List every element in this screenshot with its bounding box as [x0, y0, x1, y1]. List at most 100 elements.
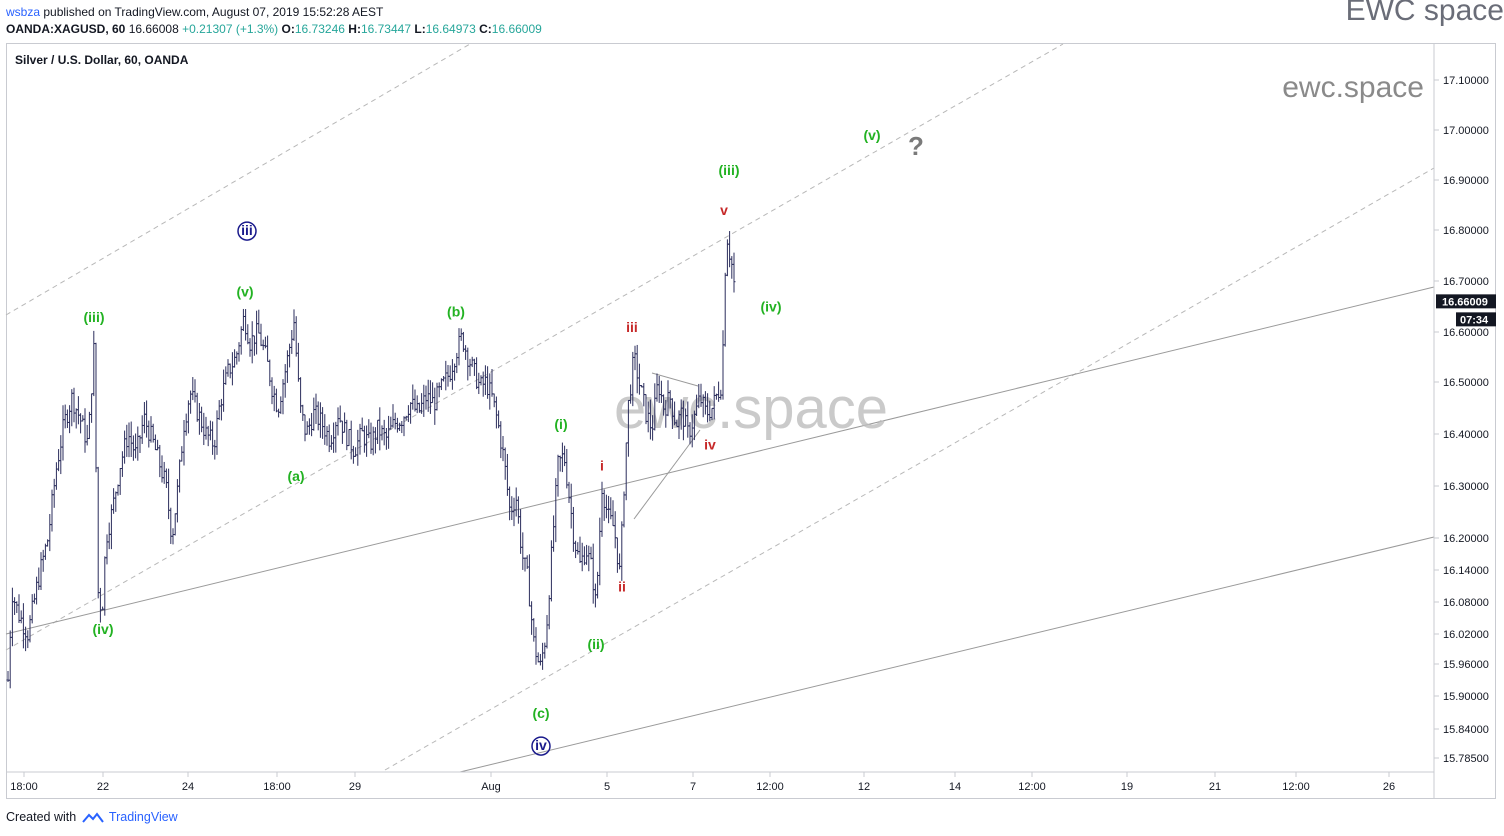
wave-text-17: (v) [863, 127, 880, 143]
candle-275 [611, 500, 615, 527]
candle-200 [446, 364, 450, 387]
candle-36 [85, 424, 89, 446]
candle-77 [175, 479, 179, 523]
candle-176 [393, 412, 397, 430]
wave-label-4: (a) [287, 468, 304, 484]
candle-231 [514, 487, 518, 517]
candle-209 [466, 347, 470, 381]
low-value: 16.64973 [425, 22, 476, 36]
candle-150 [336, 407, 340, 436]
candle-121 [272, 385, 276, 412]
candle-170 [380, 425, 384, 441]
candle-235 [523, 557, 527, 572]
candle-35 [83, 408, 87, 453]
candle-147 [329, 435, 333, 450]
candle-259 [576, 542, 580, 555]
price-tick-label-6: 16.14000 [1443, 565, 1489, 577]
time-tick-label-6: 5 [604, 781, 610, 793]
candle-31 [74, 408, 78, 429]
candle-38 [90, 393, 94, 423]
candle-99 [224, 366, 228, 385]
candle-113 [255, 310, 259, 355]
candle-220 [490, 368, 494, 397]
candle-249 [554, 478, 558, 543]
price-tick-label-10: 16.50000 [1443, 377, 1489, 389]
wave-label-12: iii [626, 319, 638, 335]
candle-245 [545, 615, 549, 649]
candle-48 [112, 488, 116, 514]
triangle-lower-line [633, 429, 701, 520]
candle-65 [149, 416, 153, 443]
time-tick-label-15: 26 [1383, 781, 1395, 793]
candle-46 [107, 522, 111, 550]
candle-219 [488, 373, 492, 410]
candle-269 [598, 517, 602, 586]
candle-238 [530, 601, 534, 635]
wave-label-16: (iv) [761, 299, 782, 315]
candle-107 [241, 308, 245, 331]
candle-69 [158, 444, 162, 478]
chart-panel[interactable] [6, 43, 1496, 799]
candle-248 [552, 515, 556, 552]
time-tick-label-1: 22 [97, 781, 109, 793]
candle-218 [486, 366, 490, 399]
price-tick-label-9: 16.40000 [1443, 429, 1489, 441]
price-tick-label-0: 15.78500 [1443, 753, 1489, 765]
candle-270 [600, 481, 604, 537]
candle-329 [730, 256, 734, 279]
symbol-ohlc-line: OANDA:XAGUSD, 60 16.66008 +0.21307 (+1.3… [6, 22, 542, 36]
tradingview-link[interactable]: TradingView [108, 810, 178, 824]
candle-256 [569, 483, 573, 529]
candle-82 [186, 400, 190, 434]
candle-2 [10, 587, 14, 647]
close-label: C: [479, 22, 492, 36]
chart-title: Silver / U.S. Dollar, 60, OANDA [15, 53, 189, 67]
candle-115 [259, 323, 263, 347]
candle-173 [387, 415, 391, 449]
candle-42 [98, 587, 102, 623]
price-tick-label-5: 16.08000 [1443, 597, 1489, 609]
time-tick-label-3: 18:00 [263, 781, 291, 793]
candle-229 [510, 496, 514, 521]
candle-93 [211, 421, 215, 455]
candle-29 [70, 389, 74, 427]
candle-226 [503, 447, 507, 480]
countdown-label: 07:34 [1460, 314, 1489, 326]
candle-202 [450, 359, 454, 390]
author-link[interactable]: wsbza [6, 5, 41, 19]
candle-215 [479, 375, 483, 386]
candle-98 [222, 369, 226, 412]
current-price: 16.66008 [128, 22, 179, 36]
candle-62 [142, 402, 146, 434]
candle-175 [391, 404, 395, 428]
price-tick-label-11: 16.60000 [1443, 327, 1489, 339]
candle-240 [534, 627, 538, 665]
wave-text-8: (c) [532, 705, 549, 721]
price-tick-label-13: 16.80000 [1443, 225, 1489, 237]
candle-260 [578, 536, 582, 564]
candle-81 [184, 413, 188, 436]
candle-167 [373, 427, 377, 454]
candle-20 [50, 489, 54, 532]
candle-67 [153, 434, 157, 451]
candle-330 [732, 252, 736, 293]
candle-15 [39, 552, 43, 590]
time-tick-label-4: 29 [349, 781, 361, 793]
candle-125 [281, 379, 285, 415]
candle-16 [41, 549, 45, 572]
candle-28 [68, 405, 72, 434]
time-tick-label-7: 7 [690, 781, 696, 793]
high-label: H: [348, 22, 361, 36]
candle-243 [541, 642, 545, 670]
candle-68 [156, 439, 160, 451]
open-value: 16.73246 [294, 22, 345, 36]
candle-263 [585, 544, 589, 565]
candle-64 [147, 420, 151, 448]
candle-80 [182, 419, 186, 466]
candle-70 [160, 455, 164, 483]
candle-109 [246, 324, 250, 345]
candle-266 [591, 543, 595, 604]
candle-279 [620, 521, 624, 581]
candle-51 [118, 467, 122, 495]
